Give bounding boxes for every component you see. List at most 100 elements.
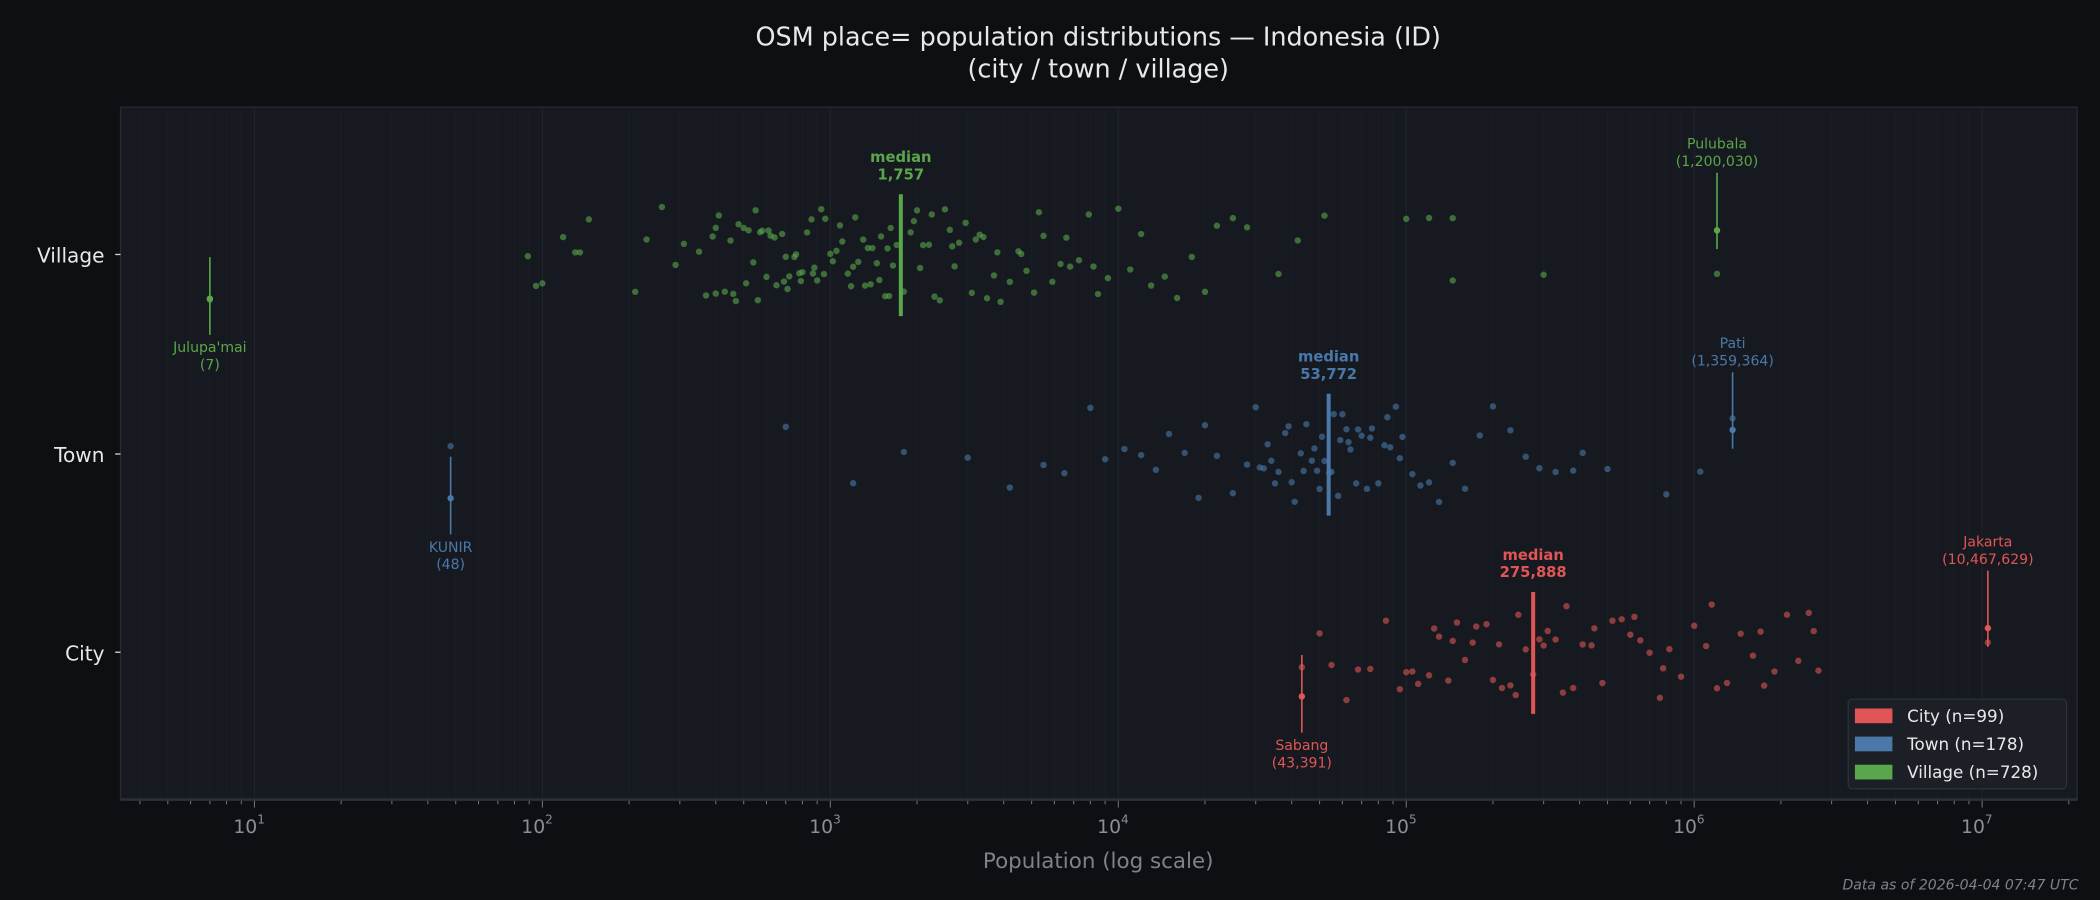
max-point-town	[1729, 426, 1736, 434]
point-town	[1300, 467, 1307, 475]
point-city	[1737, 630, 1744, 637]
point-town	[1368, 425, 1376, 432]
point-town	[1352, 480, 1360, 487]
point-city	[1563, 603, 1570, 610]
point-city	[1316, 630, 1323, 637]
x-axis-label: Population (log scale)	[983, 849, 1214, 874]
point-town	[1367, 434, 1374, 441]
point-town	[1507, 427, 1514, 434]
point-city	[1498, 684, 1506, 692]
point-city	[1637, 637, 1644, 644]
point-village	[811, 264, 818, 271]
point-village	[1425, 214, 1433, 222]
point-village	[1115, 205, 1122, 212]
point-village	[799, 268, 806, 276]
point-town	[1061, 470, 1068, 477]
point-city	[1591, 625, 1598, 632]
point-village	[782, 253, 789, 261]
legend-label-village: Village (n=728)	[1907, 762, 2038, 782]
point-city	[1445, 677, 1452, 684]
point-town	[1282, 429, 1289, 437]
point-village	[1321, 212, 1328, 219]
point-town	[1252, 403, 1259, 411]
point-village	[1085, 211, 1093, 218]
point-city	[1599, 679, 1606, 687]
point-city	[1507, 682, 1514, 689]
point-town	[1321, 457, 1328, 465]
point-village	[1049, 278, 1056, 285]
point-village	[833, 247, 840, 255]
min-point-village	[206, 295, 214, 302]
point-village	[941, 206, 949, 213]
min-value-city: (43,391)	[1272, 755, 1332, 771]
point-town	[1536, 464, 1543, 472]
point-town	[1337, 436, 1344, 444]
point-city	[1690, 622, 1698, 629]
point-city	[1631, 613, 1638, 621]
point-city	[1343, 696, 1350, 704]
point-village	[919, 241, 927, 249]
point-village	[859, 236, 867, 243]
point-town	[1604, 465, 1611, 473]
point-town	[1435, 498, 1443, 506]
point-town	[1522, 453, 1529, 460]
point-village	[539, 280, 546, 287]
point-town	[1316, 485, 1323, 493]
point-city	[1708, 601, 1715, 608]
point-village	[735, 221, 742, 228]
point-town	[1579, 449, 1586, 457]
point-city	[1795, 657, 1802, 665]
point-city	[1425, 672, 1433, 679]
point-town	[1363, 485, 1371, 493]
point-village	[867, 281, 874, 288]
median-value-town: 53,772	[1300, 366, 1357, 383]
grid-lines	[139, 107, 2070, 800]
point-town	[1243, 461, 1251, 468]
point-village	[672, 261, 679, 269]
point-town	[1358, 432, 1365, 439]
point-city	[1656, 694, 1664, 702]
annotations: median275,888Jakarta(10,467,629)Sabang(4…	[172, 137, 2033, 772]
point-town	[782, 423, 789, 431]
point-village	[839, 238, 846, 245]
point-village	[949, 243, 956, 250]
point-village	[829, 258, 837, 265]
point-village	[997, 298, 1004, 306]
x-tick-label: 103	[809, 813, 841, 838]
point-village	[1035, 209, 1043, 216]
point-village	[869, 244, 876, 252]
point-town	[1392, 403, 1400, 410]
point-city	[1677, 673, 1685, 680]
point-village	[916, 264, 924, 272]
min-name-village: Julupa'mai	[172, 340, 246, 356]
point-village	[712, 290, 719, 297]
point-village	[740, 224, 747, 232]
legend-swatch-village	[1854, 764, 1893, 780]
point-village	[1294, 237, 1301, 244]
x-tick-label: 105	[1385, 813, 1417, 838]
point-town	[1165, 430, 1173, 438]
point-town	[1311, 445, 1318, 452]
point-city	[1536, 636, 1543, 643]
point-town	[1345, 438, 1352, 446]
point-village	[910, 217, 918, 225]
point-village	[1104, 274, 1112, 282]
point-village	[1275, 270, 1282, 278]
chart-subtitle: (city / town / village)	[967, 54, 1229, 84]
x-tick-label: 106	[1673, 813, 1705, 838]
point-town	[1489, 403, 1497, 410]
point-village	[1188, 253, 1196, 261]
legend-box	[1847, 698, 2068, 790]
point-town	[1260, 465, 1267, 472]
point-village	[818, 205, 825, 213]
point-village	[907, 229, 914, 236]
legend: City (n=99) Town (n=178) Village (n=728)	[1847, 698, 2068, 790]
point-village	[955, 239, 963, 246]
point-city	[1328, 661, 1335, 669]
point-village	[962, 219, 969, 227]
point-village	[1173, 294, 1181, 302]
point-village	[884, 245, 891, 252]
x-tick-label: 107	[1961, 813, 1993, 838]
point-village	[1066, 263, 1074, 270]
point-town	[1006, 484, 1014, 491]
